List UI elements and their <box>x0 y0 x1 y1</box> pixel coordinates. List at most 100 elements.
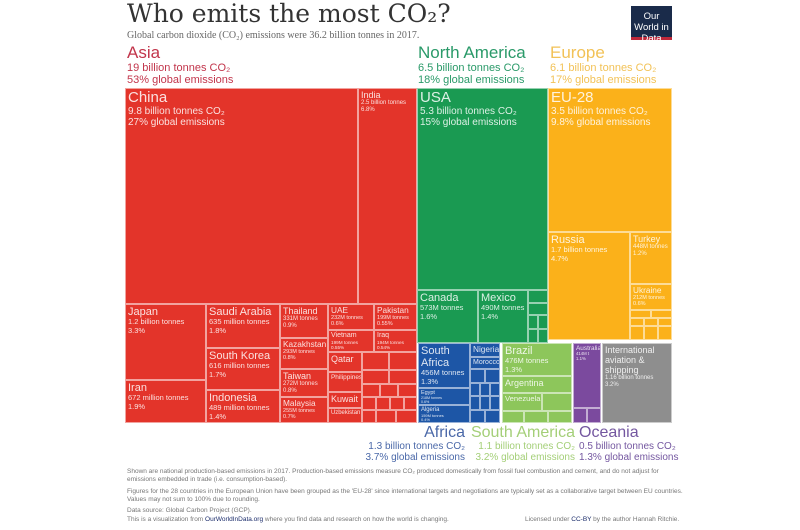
treemap-cell-iran[interactable]: Iran 672 million tonnes 1.9% <box>125 380 206 423</box>
treemap-cell-small[interactable] <box>470 410 485 423</box>
cc-by-link[interactable]: CC-BY <box>571 516 592 523</box>
treemap-cell-small[interactable] <box>470 369 485 383</box>
treemap-cell-small[interactable] <box>362 352 389 370</box>
treemap-cell-small[interactable] <box>404 397 417 410</box>
treemap-cell-small[interactable] <box>630 318 644 326</box>
treemap-cell-vietnam[interactable]: Vietnam 199M tonnes 0.55% <box>328 330 374 352</box>
treemap-cell-brazil[interactable]: Brazil 476M tonnes 1.3% <box>502 343 572 376</box>
treemap-cell-small[interactable] <box>362 370 389 384</box>
treemap-cell-uae[interactable]: UAE 232M tonnes 0.6% <box>328 304 374 330</box>
treemap-cell-small[interactable] <box>398 384 417 397</box>
treemap-cell-small[interactable] <box>630 326 644 340</box>
treemap-cell-small[interactable] <box>542 393 572 411</box>
treemap-cell-uzbekistan[interactable]: Uzbekistan <box>328 408 362 423</box>
treemap-cell-eu-28[interactable]: EU-28 3.5 billion tonnes CO₂ 9.8% global e… <box>548 88 672 232</box>
treemap-cell-small[interactable] <box>528 303 548 315</box>
treemap-cell-morocco[interactable]: Morocco <box>470 357 500 369</box>
treemap-cell-australia[interactable]: Australia 414M t 1.1% <box>573 343 601 408</box>
cell-share: 0.4% <box>421 417 430 423</box>
cell-share: 9.8% global emissions <box>551 117 651 128</box>
cell-name: Indonesia <box>209 392 257 404</box>
treemap-cell-small[interactable] <box>538 329 548 343</box>
treemap-cell-small[interactable] <box>362 384 380 397</box>
treemap-cell-small[interactable] <box>658 318 672 326</box>
treemap-cell-south-africa[interactable]: South Africa 456M tonnes 1.3% <box>418 343 470 388</box>
treemap-cell-small[interactable] <box>573 408 587 423</box>
treemap-cell-small[interactable] <box>485 369 500 383</box>
treemap-cell-small[interactable] <box>380 384 398 397</box>
treemap-cell-small[interactable] <box>528 290 548 303</box>
cell-amount: 159M tonnes <box>421 412 444 418</box>
owid-link[interactable]: OurWorldInData.org <box>205 516 264 523</box>
treemap-cell-small[interactable] <box>470 383 480 396</box>
treemap-cell-small[interactable] <box>485 410 500 423</box>
treemap-cell-small[interactable] <box>548 411 572 423</box>
treemap-cell-philippines[interactable]: Philippines <box>328 372 362 392</box>
treemap-cell-nigeria[interactable]: Nigeria <box>470 343 500 357</box>
treemap-cell-pakistan[interactable]: Pakistan 199M tonnes 0.55% <box>374 304 417 330</box>
treemap-cell-small[interactable] <box>630 310 651 318</box>
treemap-cell-small[interactable] <box>389 370 417 384</box>
treemap-cell-algeria[interactable]: Algeria 159M tonnes 0.4% <box>418 405 470 423</box>
treemap-cell-ukraine[interactable]: Ukraine 212M tonnes 0.6% <box>630 284 672 310</box>
treemap-cell-saudi-arabia[interactable]: Saudi Arabia 635 million tonnes 1.8% <box>206 304 280 348</box>
credit-pre: This is a visualization from <box>127 516 206 523</box>
cell-name: Japan <box>128 306 158 318</box>
treemap-cell-argentina[interactable]: Argentina <box>502 376 572 393</box>
treemap-cell-small[interactable] <box>470 396 480 410</box>
treemap-cell-small[interactable] <box>376 410 396 423</box>
treemap-cell-taiwan[interactable]: Taiwan 272M tonnes 0.8% <box>280 369 328 397</box>
treemap-cell-iraq[interactable]: Iraq 194M tonnes 0.54% <box>374 330 417 352</box>
treemap-cell-china[interactable]: China 9.8 billion tonnes CO₂ 27% global em… <box>125 88 358 304</box>
cell-name: Philippines <box>331 374 362 381</box>
cell-share: 1.9% <box>128 401 146 411</box>
treemap-cell-south-korea[interactable]: South Korea 616 million tonnes 1.7% <box>206 348 280 390</box>
cell-amount: 573M tonnes <box>420 303 464 312</box>
treemap-cell-small[interactable] <box>587 408 601 423</box>
treemap-cell-malaysia[interactable]: Malaysia 255M tonnes 0.7% <box>280 397 328 423</box>
treemap-cell-india[interactable]: India 2.5 billion tonnes 6.8% <box>358 88 417 304</box>
cell-amount: 489 million tonnes <box>209 403 270 412</box>
page-title: Who emits the most CO₂? <box>127 0 451 28</box>
treemap-cell-japan[interactable]: Japan 1.2 billion tonnes 3.3% <box>125 304 206 380</box>
treemap-cell-small[interactable] <box>390 397 404 410</box>
treemap-cell-kuwait[interactable]: Kuwait <box>328 392 362 408</box>
treemap-cell-aviation[interactable]: International aviation & shipping 1.16 bi… <box>602 343 672 423</box>
treemap-cell-qatar[interactable]: Qatar <box>328 352 362 372</box>
treemap-cell-small[interactable] <box>528 315 538 329</box>
treemap-cell-small[interactable] <box>651 310 672 318</box>
footnote-eu28: Figures for the 28 countries in the Euro… <box>127 488 683 503</box>
treemap-cell-small[interactable] <box>658 326 672 340</box>
treemap-cell-small[interactable] <box>644 318 658 326</box>
treemap-cell-venezuela[interactable]: Venezuela <box>502 393 542 411</box>
treemap-cell-small[interactable] <box>528 329 538 343</box>
treemap-cell-small[interactable] <box>644 326 658 340</box>
treemap-cell-russia[interactable]: Russia 1.7 billion tonnes 4.7% <box>548 232 630 340</box>
treemap-cell-small[interactable] <box>538 315 548 329</box>
cell-share: 4.7% <box>551 253 569 263</box>
treemap-cell-indonesia[interactable]: Indonesia 489 million tonnes 1.4% <box>206 390 280 423</box>
treemap-cell-kazakhstan[interactable]: Kazakhstan 293M tonnes 0.8% <box>280 338 328 369</box>
treemap-cell-usa[interactable]: USA 5.3 billion tonnes CO₂ 15% global emis… <box>417 88 548 290</box>
cell-name: South Korea <box>209 350 271 362</box>
region-amount: 1.1 billion tonnes CO₂ <box>478 441 575 452</box>
treemap-cell-small[interactable] <box>362 410 376 423</box>
cell-name: Saudi Arabia <box>209 306 272 318</box>
treemap-cell-small[interactable] <box>362 397 376 410</box>
cell-amount: 293M tonnes <box>283 349 315 356</box>
treemap-cell-small[interactable] <box>480 383 490 396</box>
treemap-cell-small[interactable] <box>396 410 417 423</box>
treemap-cell-thailand[interactable]: Thailand 331M tonnes 0.9% <box>280 304 328 338</box>
treemap-cell-small[interactable] <box>502 411 524 423</box>
treemap-cell-mexico[interactable]: Mexico 490M tonnes 1.4% <box>478 290 528 343</box>
treemap-cell-turkey[interactable]: Turkey 448M tonnes 1.2% <box>630 232 672 284</box>
treemap-cell-small[interactable] <box>389 352 417 370</box>
treemap-cell-small[interactable] <box>524 411 548 423</box>
treemap-cell-small[interactable] <box>376 397 390 410</box>
treemap-cell-small[interactable] <box>490 396 500 410</box>
treemap-cell-small[interactable] <box>480 396 490 410</box>
owid-logo[interactable]: Our World in Data <box>631 6 672 44</box>
treemap-cell-small[interactable] <box>490 383 500 396</box>
treemap-cell-egypt[interactable]: Egypt 218M tonnes 0.6% <box>418 388 470 405</box>
treemap-cell-canada[interactable]: Canada 573M tonnes 1.6% <box>417 290 478 343</box>
